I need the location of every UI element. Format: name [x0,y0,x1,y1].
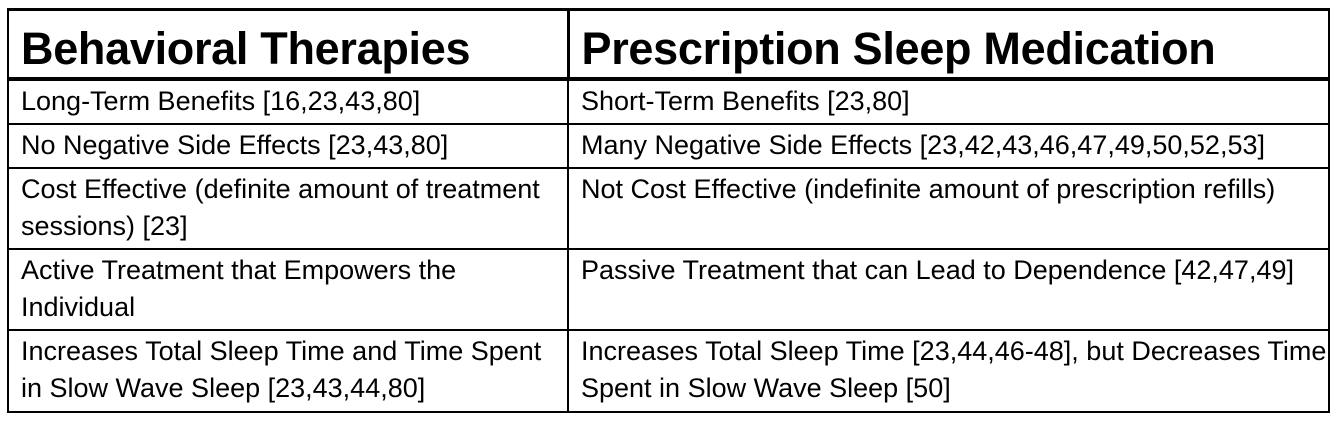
medication-cell: Increases Total Sleep Time [23,44,46-48]… [567,329,1330,413]
comparison-table: Behavioral Therapies Prescription Sleep … [7,8,1330,413]
medication-cell: Many Negative Side Effects [23,42,43,46,… [567,122,1330,169]
header-prescription-sleep-medication: Prescription Sleep Medication [566,8,1330,81]
table-row: Increases Total Sleep Time and Time Spen… [7,329,1330,413]
behavioral-cell: Increases Total Sleep Time and Time Spen… [7,329,569,413]
medication-cell: Short-Term Benefits [23,80] [567,78,1330,125]
header-behavioral-therapies: Behavioral Therapies [7,8,570,81]
table-row: Cost Effective (definite amount of treat… [7,166,1330,251]
behavioral-cell: Active Treatment that Empowers the Indiv… [7,248,569,332]
table-row: No Negative Side Effects [23,43,80] Many… [7,122,1330,169]
behavioral-cell: Cost Effective (definite amount of treat… [7,166,569,251]
behavioral-cell: Long-Term Benefits [16,23,43,80] [7,78,569,125]
table-row: Active Treatment that Empowers the Indiv… [7,248,1330,332]
behavioral-cell: No Negative Side Effects [23,43,80] [7,122,569,169]
medication-cell: Passive Treatment that can Lead to Depen… [567,248,1330,332]
medication-cell: Not Cost Effective (indefinite amount of… [567,166,1330,251]
header-row: Behavioral Therapies Prescription Sleep … [7,8,1330,81]
table-row: Long-Term Benefits [16,23,43,80] Short-T… [7,78,1330,125]
